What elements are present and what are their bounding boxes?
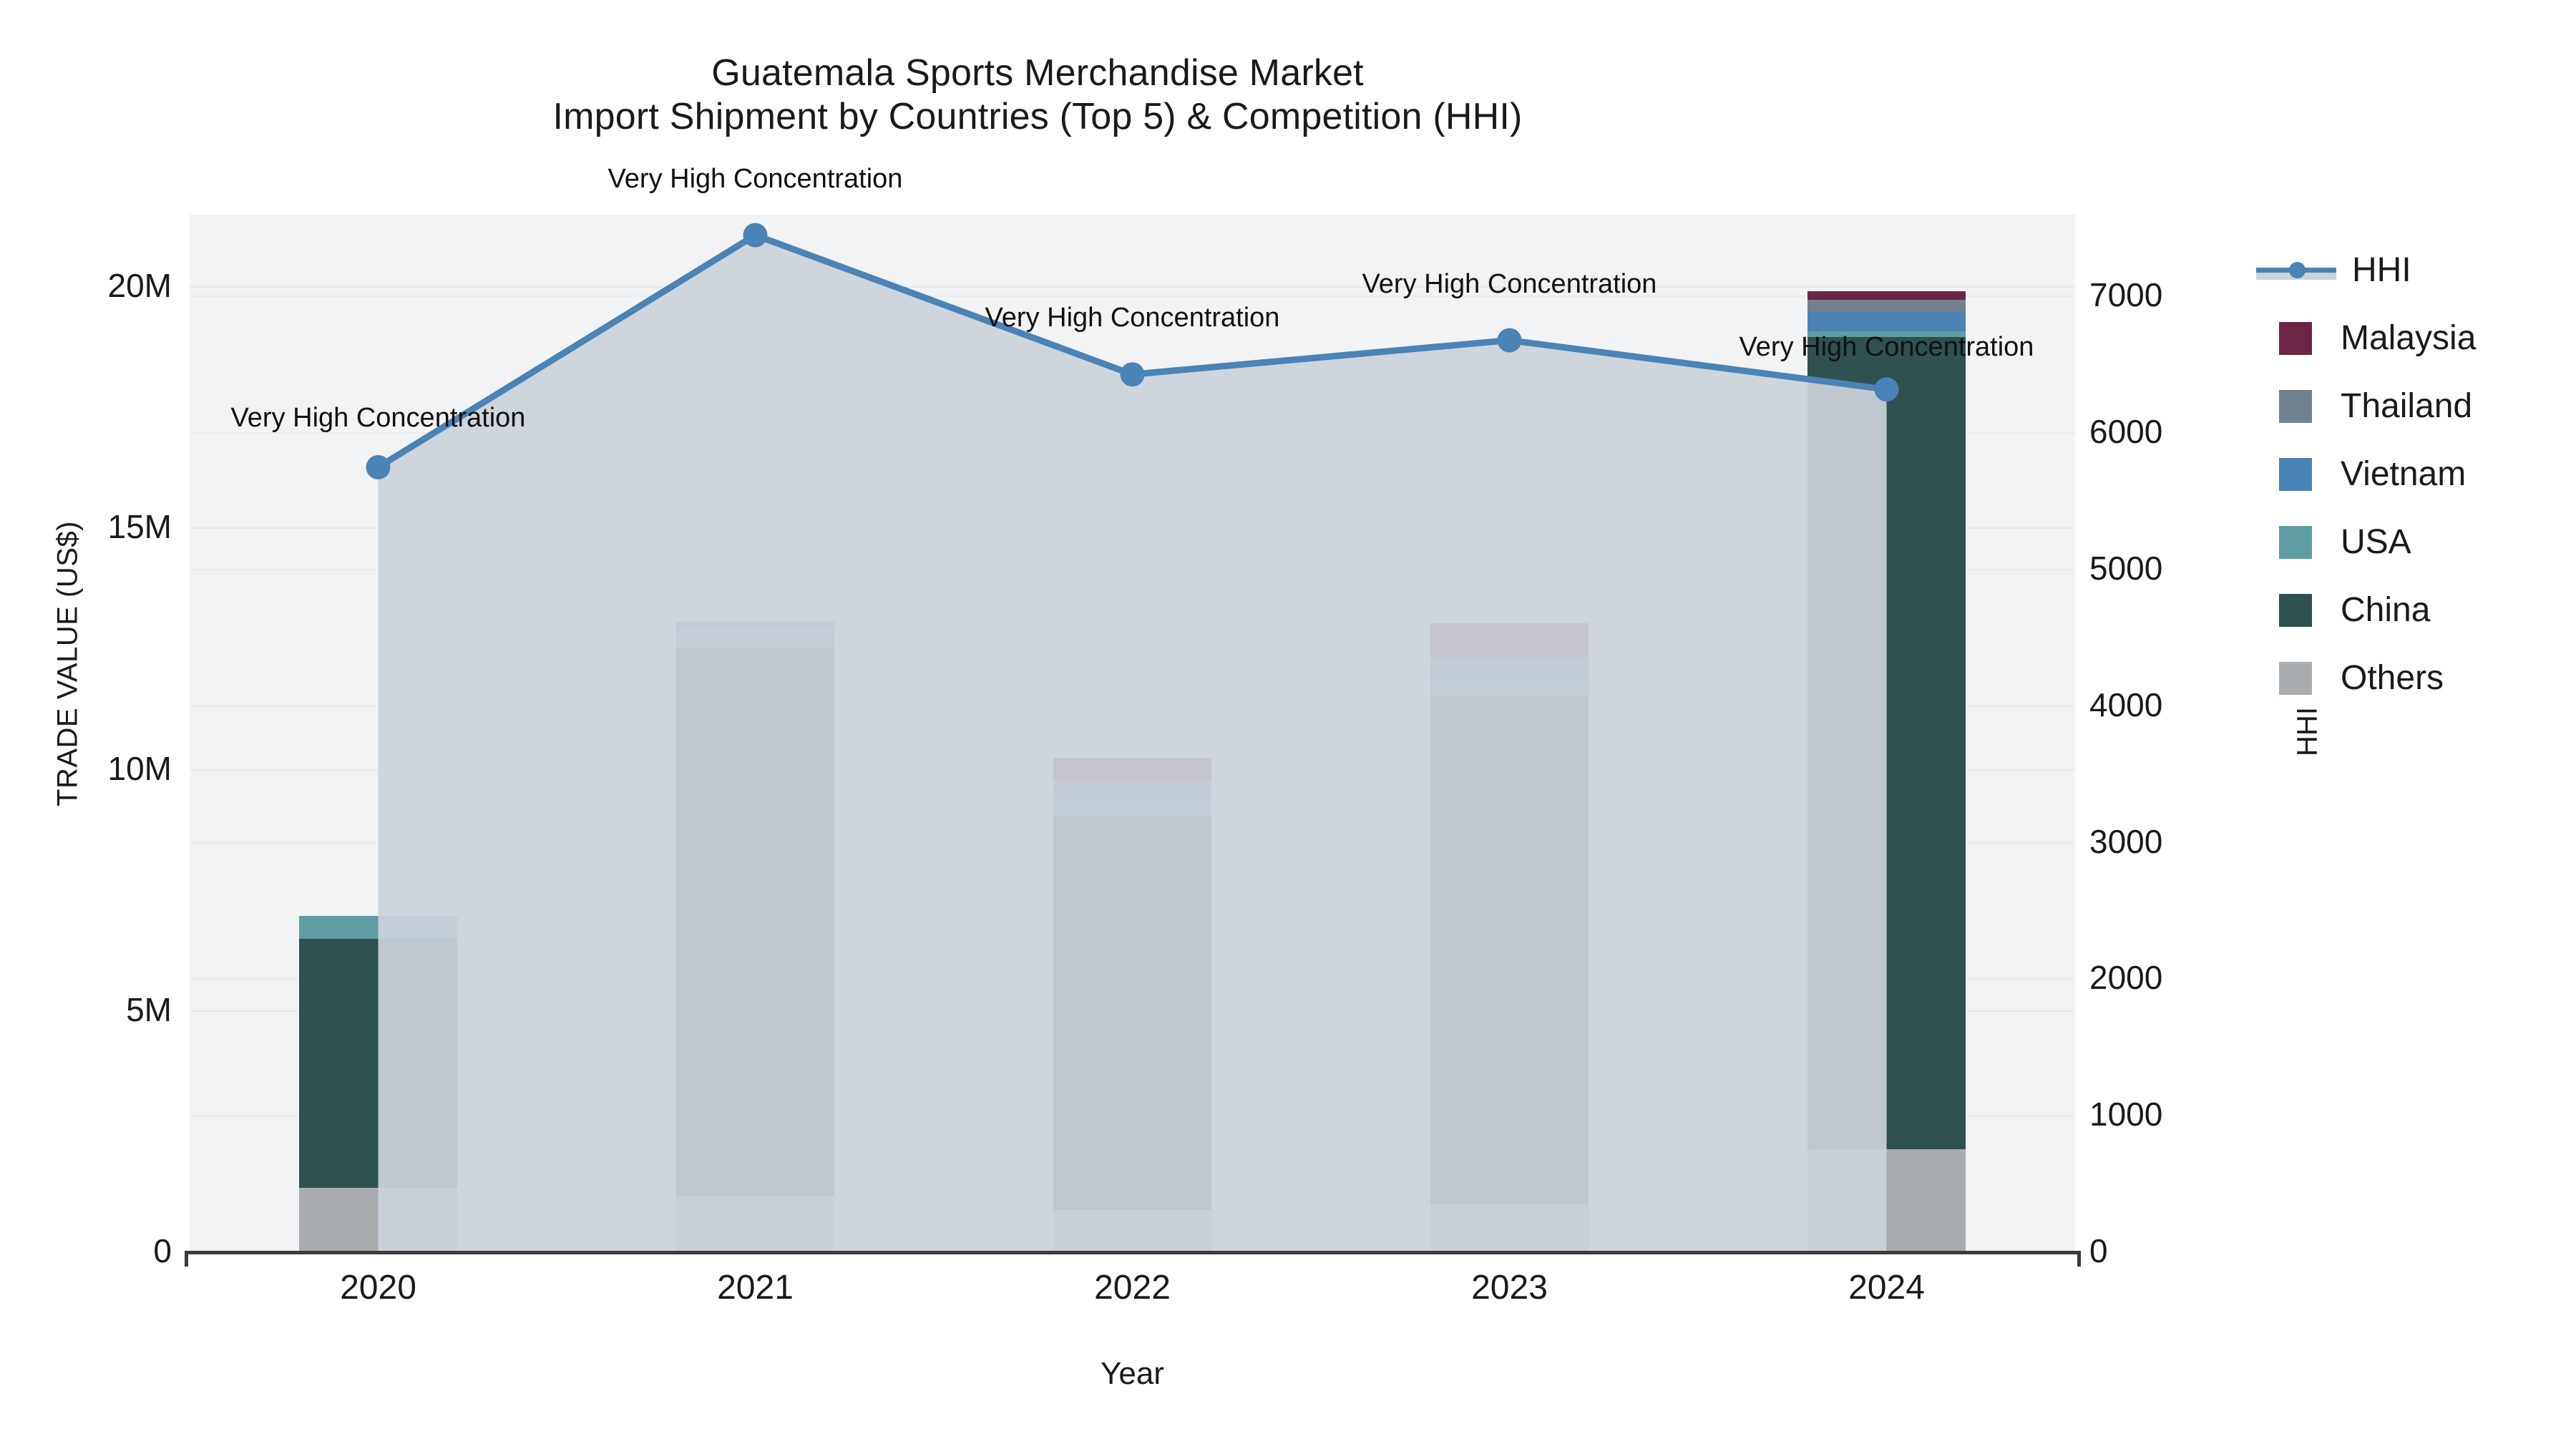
bar-segment[interactable] [1053,1210,1212,1252]
legend-item-label: China [2341,591,2431,629]
bar-segment[interactable] [1053,816,1212,1211]
y-axis-label-primary: TRADE VALUE (US$) [52,521,84,806]
bar-stack[interactable] [675,215,835,1252]
legend-color-swatch [2279,457,2312,491]
y-tick-label-primary: 0 [153,1232,172,1269]
legend-line-icon [2253,254,2339,287]
bar-segment[interactable] [675,626,835,649]
x-tick-label: 2020 [340,1269,416,1307]
hhi-annotation: Very High Concentration [1362,268,1657,299]
x-axis-cap-right [2077,1251,2081,1267]
legend-item-label: Thailand [2341,387,2473,425]
bar-stack[interactable] [1053,215,1212,1252]
plot-inner [190,215,2075,1252]
legend-color-swatch [2279,661,2312,695]
bar-segment[interactable] [1053,797,1212,816]
y-tick-label-secondary: 0 [2089,1232,2108,1269]
bar-segment[interactable] [1430,665,1589,678]
bar-segment[interactable] [1807,312,1966,332]
y-tick-label-primary: 15M [107,508,172,546]
chart-title: Guatemala Sports Merchandise Market Impo… [0,52,2075,140]
bar-segment[interactable] [1807,300,1966,313]
bar-segment[interactable] [298,939,458,1189]
bar-segment[interactable] [298,915,458,940]
x-tick-label: 2021 [717,1269,794,1307]
legend-item-label: HHI [2352,251,2411,289]
y-tick-label-secondary: 7000 [2089,276,2163,314]
chart-title-line-1: Guatemala Sports Merchandise Market [711,52,1364,94]
y-tick-label-secondary: 2000 [2089,959,2163,997]
y-tick-label-secondary: 3000 [2089,822,2163,860]
legend-item-label: Vietnam [2341,455,2467,493]
bar-segment[interactable] [675,621,835,627]
hhi-annotation: Very High Concentration [1739,332,2034,363]
x-axis-label: Year [1101,1356,1164,1391]
legend-item[interactable]: China [2279,576,2565,644]
bar-segment[interactable] [675,648,835,1196]
x-axis-spine [185,1251,2081,1254]
legend-item[interactable]: Vietnam [2279,440,2565,508]
x-tick-label: 2022 [1094,1269,1171,1307]
y-tick-label-primary: 10M [107,749,172,787]
x-tick-label: 2023 [1471,1269,1548,1307]
legend-item[interactable]: USA [2279,508,2565,576]
legend-item[interactable]: Thailand [2279,372,2565,440]
y-tick-label-secondary: 6000 [2089,413,2163,451]
y-tick-label-primary: 5M [126,990,172,1028]
legend-color-swatch [2279,321,2312,355]
y-tick-label-primary: 20M [107,267,172,305]
bar-segment[interactable] [1430,696,1589,1204]
y-tick-label-secondary: 1000 [2089,1096,2163,1133]
bar-segment[interactable] [1430,677,1589,697]
legend-item-label: Malaysia [2341,319,2477,357]
bar-stack[interactable] [1807,215,1966,1252]
bar-stack[interactable] [1430,215,1589,1252]
legend: HHI Malaysia Thailand Vietnam USA China Others [2256,236,2565,712]
legend-color-swatch [2279,593,2312,627]
legend-item[interactable]: HHI [2256,236,2565,304]
bar-segment[interactable] [1430,1204,1589,1252]
bar-segment[interactable] [1053,787,1212,798]
y-tick-label-secondary: 5000 [2089,550,2163,587]
bar-segment[interactable] [298,1188,458,1252]
legend-color-swatch [2279,389,2312,423]
x-tick-label: 2024 [1848,1269,1925,1307]
legend-item[interactable]: Malaysia [2279,304,2565,372]
hhi-annotation: Very High Concentration [985,303,1280,333]
legend-item[interactable]: Others [2279,644,2565,712]
bar-segment[interactable] [1430,623,1589,658]
hhi-annotation: Very High Concentration [608,163,903,194]
legend-item-label: Others [2341,659,2444,697]
bar-segment[interactable] [1807,337,1966,1150]
legend-item-label: USA [2341,523,2411,561]
bar-segment[interactable] [1807,1149,1966,1252]
bar-segment[interactable] [1053,780,1212,788]
legend-color-swatch [2279,525,2312,559]
x-axis-cap-left [185,1251,188,1267]
hhi-annotation: Very High Concentration [230,402,526,433]
bar-segment[interactable] [1053,758,1212,781]
bar-segment[interactable] [675,1196,835,1252]
bar-segment[interactable] [1430,657,1589,665]
chart-title-line-2: Import Shipment by Countries (Top 5) & C… [552,96,1523,138]
plot-area [190,215,2075,1252]
bar-segment[interactable] [1807,291,1966,301]
y-tick-label-secondary: 4000 [2089,686,2163,723]
bar-stack[interactable] [298,215,458,1252]
